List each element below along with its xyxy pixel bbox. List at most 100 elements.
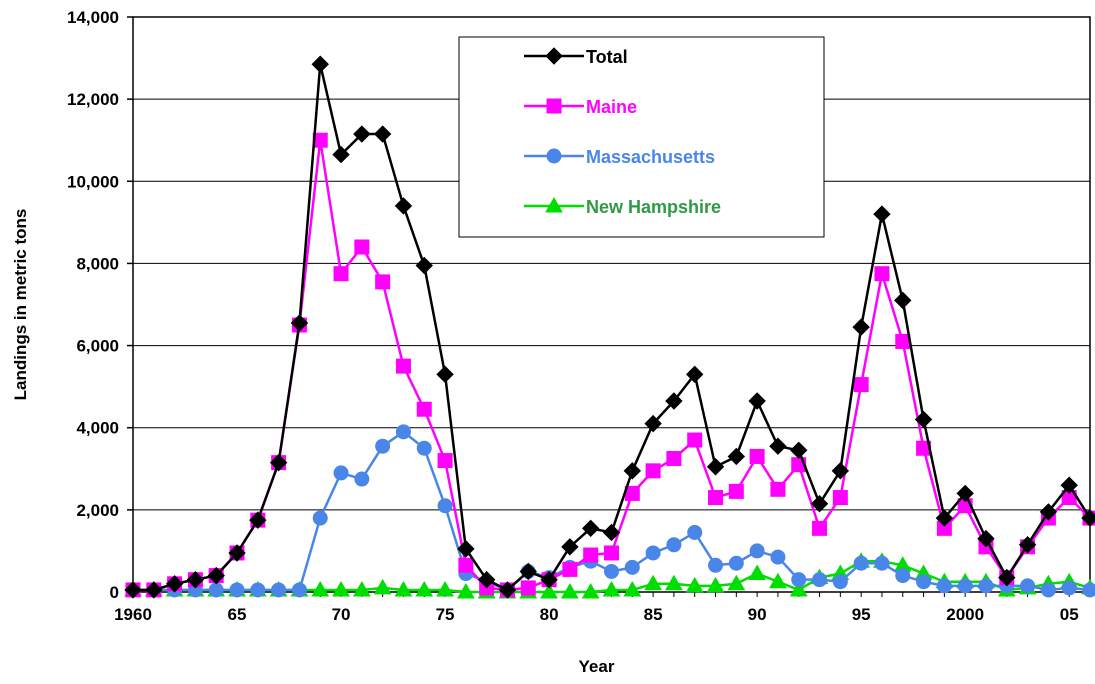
data-point-total: [561, 538, 579, 556]
data-point-massachusetts: [291, 582, 307, 598]
legend-marker-massachusetts: [546, 148, 562, 164]
x-tick-label: 80: [540, 605, 559, 624]
data-point-massachusetts: [957, 578, 973, 594]
data-point-new-hampshire: [457, 582, 475, 599]
x-tick-label: 85: [644, 605, 663, 624]
data-point-massachusetts: [666, 537, 682, 553]
y-tick-label: 2,000: [76, 501, 119, 520]
data-point-massachusetts: [812, 572, 828, 588]
data-point-maine: [728, 483, 744, 499]
x-axis-title: Year: [579, 657, 615, 676]
data-point-massachusetts: [645, 545, 661, 561]
data-point-total: [124, 581, 142, 599]
data-point-massachusetts: [375, 438, 391, 454]
data-point-massachusetts: [895, 568, 911, 584]
data-point-total: [498, 581, 517, 599]
legend-label-total: Total: [586, 47, 628, 67]
x-tick-label: 1960: [114, 605, 152, 624]
data-point-total: [810, 494, 829, 513]
data-point-new-hampshire: [623, 580, 642, 597]
data-point-massachusetts: [687, 524, 703, 540]
data-point-massachusetts: [1020, 578, 1036, 594]
data-point-new-hampshire: [727, 574, 746, 591]
data-point-total: [831, 462, 850, 480]
data-point-new-hampshire: [769, 572, 787, 589]
data-point-massachusetts: [271, 582, 287, 598]
data-point-maine: [874, 266, 890, 282]
data-point-massachusetts: [1040, 582, 1056, 598]
data-point-total: [727, 447, 746, 466]
data-point-total: [644, 414, 662, 433]
data-point-new-hampshire: [311, 580, 330, 597]
data-point-maine: [812, 520, 828, 536]
data-point-total: [519, 562, 537, 581]
data-point-maine: [375, 274, 391, 290]
data-point-maine: [770, 481, 786, 497]
data-point-total: [998, 568, 1016, 587]
data-point-massachusetts: [250, 582, 266, 598]
data-point-total: [977, 529, 995, 548]
data-point-total: [1039, 503, 1058, 521]
data-point-maine: [583, 547, 599, 563]
data-point-maine: [708, 490, 724, 506]
data-point-massachusetts: [728, 555, 744, 571]
x-tick-label: 70: [332, 605, 351, 624]
y-tick-label: 4,000: [76, 419, 119, 438]
data-point-maine: [853, 377, 869, 393]
series-group: [124, 55, 1095, 599]
data-point-massachusetts: [333, 465, 349, 481]
data-point-massachusetts: [395, 424, 411, 440]
y-tick-label: 10,000: [67, 172, 119, 191]
data-point-total: [540, 570, 558, 589]
data-point-total: [290, 314, 309, 332]
data-point-massachusetts: [874, 555, 890, 571]
data-point-total: [894, 291, 912, 310]
data-point-total: [311, 55, 329, 73]
data-point-total: [353, 125, 371, 143]
data-point-new-hampshire: [685, 576, 704, 593]
data-point-total: [790, 441, 808, 460]
data-point-total: [457, 540, 475, 558]
data-point-massachusetts: [208, 582, 224, 598]
data-point-massachusetts: [229, 582, 245, 598]
data-point-massachusetts: [1082, 582, 1095, 598]
y-tick-label: 0: [110, 583, 119, 602]
data-point-maine: [437, 453, 453, 469]
data-point-total: [269, 453, 288, 472]
data-point-total: [477, 570, 496, 589]
data-point-total: [706, 458, 725, 476]
data-point-new-hampshire: [561, 582, 579, 599]
data-point-massachusetts: [312, 510, 328, 526]
data-point-maine: [333, 266, 349, 282]
y-axis: 0 2,000 4,000 6,000 8,000 10,000 12,000 14,000: [67, 8, 133, 602]
data-point-massachusetts: [604, 563, 619, 579]
data-point-maine: [562, 561, 578, 577]
data-point-total: [665, 392, 683, 410]
data-point-total: [602, 523, 621, 542]
data-point-new-hampshire: [706, 576, 725, 593]
legend-label-maine: Maine: [586, 97, 637, 117]
x-tick-label: 2000: [946, 605, 984, 624]
data-point-new-hampshire: [352, 580, 371, 597]
data-point-new-hampshire: [415, 580, 434, 597]
data-point-massachusetts: [1061, 580, 1077, 596]
data-point-new-hampshire: [665, 574, 683, 591]
data-point-maine: [895, 333, 911, 349]
data-point-total: [914, 410, 933, 429]
data-point-new-hampshire: [581, 582, 600, 599]
legend-label-massachusetts: Massachusetts: [586, 147, 715, 167]
data-point-total: [748, 392, 766, 410]
x-tick-label: 90: [748, 605, 767, 624]
x-tick-label: 05: [1060, 605, 1079, 624]
data-point-total: [1081, 509, 1095, 527]
data-point-massachusetts: [624, 559, 640, 575]
data-point-total: [873, 205, 891, 223]
data-point-massachusetts: [916, 574, 932, 590]
legend-marker-total: [545, 47, 563, 65]
x-tick-label: 95: [852, 605, 871, 624]
legend-marker-maine: [546, 98, 562, 114]
data-point-maine: [458, 557, 474, 573]
data-point-massachusetts: [770, 549, 786, 565]
data-point-new-hampshire: [540, 582, 558, 599]
data-point-total: [207, 566, 225, 585]
